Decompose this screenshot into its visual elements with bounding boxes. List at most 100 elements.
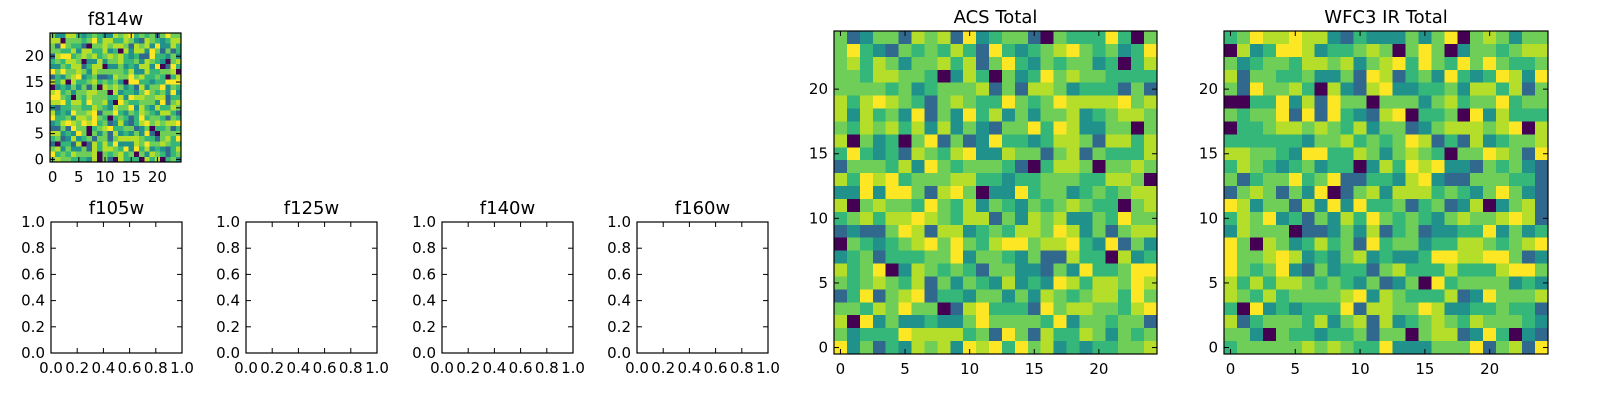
heatmap-cell <box>1470 95 1484 110</box>
heatmap-cell <box>55 43 62 50</box>
heatmap-cell <box>1275 250 1290 265</box>
heatmap-cell <box>1092 82 1106 97</box>
heatmap-cell <box>1027 341 1042 355</box>
heatmap-cell <box>1301 289 1316 303</box>
heatmap-cell <box>898 276 913 290</box>
heatmap-cell <box>1509 82 1523 97</box>
heatmap-cell <box>165 69 172 75</box>
heatmap-cell <box>154 58 161 65</box>
heatmap-cell <box>1509 108 1523 123</box>
heatmap-cell <box>1418 43 1432 58</box>
heatmap-cell <box>65 131 72 137</box>
heatmap-cell <box>1353 160 1368 174</box>
heatmap-cell <box>118 110 124 117</box>
heatmap-cell <box>1405 134 1419 148</box>
heatmap-cell <box>1470 69 1484 84</box>
heatmap-cell <box>846 31 861 45</box>
y-tick-label: 0.0 <box>21 344 45 362</box>
heatmap-cell <box>1105 186 1119 200</box>
heatmap-cell <box>1392 31 1407 45</box>
heatmap-cell <box>1040 328 1055 342</box>
heatmap-cell <box>139 43 145 50</box>
heatmap-cell <box>170 89 177 96</box>
heatmap-cell <box>1405 108 1419 123</box>
heatmap-cell <box>70 38 77 44</box>
heatmap-cell <box>976 173 990 187</box>
heatmap-cell <box>1224 341 1238 355</box>
heatmap-cell <box>1105 237 1119 252</box>
heatmap-cell <box>123 33 130 39</box>
heatmap-cell <box>70 156 77 163</box>
heatmap-cell <box>139 110 145 117</box>
heatmap-cell <box>102 120 109 127</box>
heatmap-cell <box>1249 82 1264 97</box>
heatmap-cell <box>1027 147 1042 161</box>
heatmap-cell <box>911 147 926 161</box>
heatmap-cell <box>1262 95 1277 110</box>
heatmap-cell <box>102 79 109 86</box>
heatmap-cell <box>55 94 62 101</box>
heatmap-cell <box>76 136 83 142</box>
heatmap-cell <box>175 151 182 158</box>
heatmap-cell <box>91 38 98 44</box>
x-tick-label: 20 <box>1089 360 1108 378</box>
heatmap-cell <box>1340 263 1355 278</box>
heatmap-cell <box>1249 134 1264 148</box>
heatmap-cell <box>1053 250 1068 265</box>
heatmap-cell <box>1040 31 1055 45</box>
heatmap-cell <box>1053 56 1068 71</box>
heatmap-cell <box>123 100 130 106</box>
heatmap-cell <box>1118 315 1132 329</box>
heatmap-cell <box>1457 134 1471 148</box>
heatmap-cell <box>123 94 130 101</box>
heatmap-cell <box>1327 121 1342 135</box>
heatmap-cell <box>1118 224 1132 239</box>
heatmap-cell <box>1405 315 1419 329</box>
heatmap-cell <box>1301 31 1316 45</box>
heatmap-cell <box>1079 160 1093 174</box>
heatmap-cell <box>1079 237 1093 252</box>
heatmap-cell <box>1131 250 1145 265</box>
heatmap-cell <box>175 48 182 55</box>
heatmap-cell <box>175 146 182 153</box>
heatmap-cell <box>65 84 72 91</box>
heatmap-cell <box>1483 341 1497 355</box>
heatmap-cell <box>1327 108 1342 123</box>
heatmap-cell <box>65 43 72 50</box>
heatmap-cell <box>911 160 926 174</box>
heatmap-cell <box>149 63 156 70</box>
heatmap-cell <box>989 302 1003 316</box>
heatmap-cell <box>950 56 964 71</box>
heatmap-cell <box>76 48 83 55</box>
heatmap-cell <box>1262 250 1277 265</box>
heatmap-cell <box>1131 224 1145 239</box>
heatmap-cell <box>139 120 145 127</box>
heatmap-cell <box>1301 302 1316 316</box>
heatmap-cell <box>118 94 124 101</box>
x-tick-label: 0.8 <box>535 359 559 377</box>
axes-frame <box>441 221 574 354</box>
heatmap-cell <box>1496 56 1510 71</box>
heatmap-cell <box>60 48 67 55</box>
heatmap-cell <box>91 105 98 111</box>
heatmap-cell <box>1027 250 1042 265</box>
heatmap-cell <box>1535 250 1549 265</box>
heatmap-cell <box>170 125 177 132</box>
heatmap-cell <box>1131 328 1145 342</box>
heatmap-cell <box>1144 211 1158 226</box>
heatmap-cell <box>1535 95 1549 110</box>
heatmap-cell <box>1483 250 1497 265</box>
heatmap-cell <box>97 115 103 122</box>
heatmap-cell <box>937 237 951 252</box>
heatmap-cell <box>1079 108 1093 123</box>
heatmap-cell <box>133 151 140 158</box>
heatmap-cell <box>1496 31 1510 45</box>
heatmap-cell <box>1353 289 1368 303</box>
heatmap-cell <box>1418 328 1432 342</box>
panel-title: WFC3 IR Total <box>1324 7 1447 28</box>
heatmap-cell <box>872 250 887 265</box>
heatmap-cell <box>112 105 119 111</box>
heatmap-cell <box>1118 134 1132 148</box>
heatmap-cell <box>1014 43 1029 58</box>
heatmap-cell <box>1131 147 1145 161</box>
